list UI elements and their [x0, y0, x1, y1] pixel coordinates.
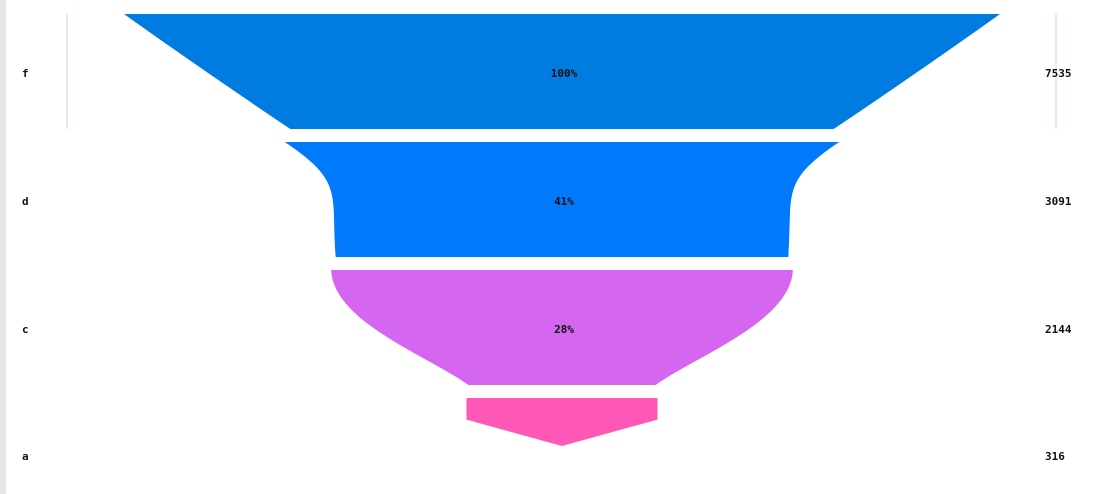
percent-label-d: 41%	[554, 195, 574, 208]
value-label-c: 2144	[1045, 323, 1072, 336]
value-label-f: 7535	[1045, 67, 1072, 80]
stage-label-c: c	[22, 323, 29, 336]
percent-label-f: 100%	[551, 67, 578, 80]
stage-label-f: f	[22, 67, 29, 80]
percent-label-c: 28%	[554, 323, 574, 336]
funnel-segment-c	[331, 270, 793, 385]
funnel-segment-d	[284, 142, 840, 257]
funnel-segment-a	[466, 398, 658, 446]
left-edge-strip	[0, 0, 6, 494]
value-label-d: 3091	[1045, 195, 1072, 208]
stage-label-a: a	[22, 450, 29, 463]
stage-label-d: d	[22, 195, 29, 208]
funnel-labels: f 7535 100% d 3091 41% c 2144 28% a 316	[22, 67, 1072, 463]
funnel-segment-f	[124, 14, 1000, 129]
value-label-a: 316	[1045, 450, 1065, 463]
funnel-segments	[124, 14, 1000, 446]
